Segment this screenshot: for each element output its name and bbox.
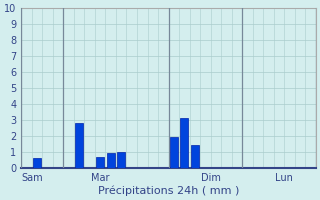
Bar — [191, 145, 199, 168]
Bar — [107, 153, 115, 168]
Bar — [170, 137, 178, 168]
Bar — [75, 123, 83, 168]
Bar — [33, 158, 41, 168]
Bar — [96, 157, 104, 168]
Bar — [117, 152, 125, 168]
X-axis label: Précipitations 24h ( mm ): Précipitations 24h ( mm ) — [98, 185, 239, 196]
Bar — [180, 118, 188, 168]
